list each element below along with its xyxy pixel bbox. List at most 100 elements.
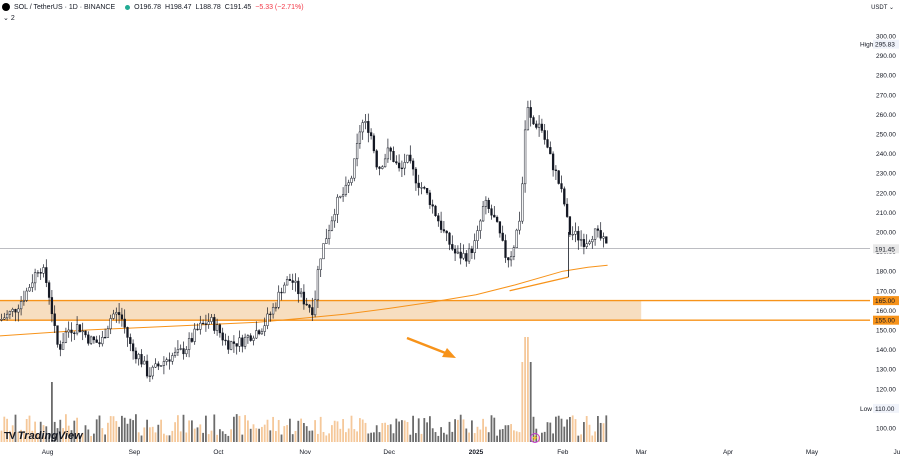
- candle-body: [109, 318, 112, 330]
- volume-bar: [216, 434, 218, 442]
- volume-bar: [3, 416, 6, 442]
- candle-body: [369, 132, 373, 137]
- candle-body: [31, 282, 34, 288]
- volume-bar: [482, 418, 484, 442]
- volume-bar: [182, 414, 185, 442]
- volume-bar: [135, 414, 137, 442]
- volume-bar: [51, 382, 53, 442]
- volume-bar: [65, 414, 67, 442]
- price-tick-label: 230.00: [876, 171, 896, 178]
- candle-body: [479, 220, 482, 231]
- candle-body: [540, 123, 544, 131]
- candle-body: [560, 183, 563, 190]
- candle-body: [92, 336, 96, 341]
- candle-body: [266, 313, 269, 326]
- time-tick-label: Aug: [42, 449, 54, 456]
- volume-bar: [11, 425, 14, 442]
- candle-body: [42, 267, 45, 274]
- volume-bar: [353, 429, 356, 442]
- candle-body: [535, 123, 538, 128]
- volume-bar: [160, 419, 162, 442]
- price-tick-label: 270.00: [876, 92, 896, 99]
- candle-body: [308, 304, 311, 308]
- candle-body: [129, 337, 132, 344]
- candle-body: [582, 239, 586, 247]
- symbol-title[interactable]: SOL / TetherUS · 1D · BINANCE: [14, 3, 116, 11]
- volume-bar: [496, 435, 498, 442]
- volume-bar: [361, 419, 364, 442]
- volume-bar: [210, 430, 213, 442]
- candle-body: [465, 253, 468, 262]
- candle-body: [182, 348, 185, 355]
- currency-selector[interactable]: USDT ⌄: [871, 5, 894, 11]
- candle-body: [117, 312, 121, 316]
- volume-bar: [389, 424, 392, 442]
- candle-body: [305, 303, 308, 306]
- candle-body: [17, 308, 20, 313]
- time-tick-label: Mar: [636, 449, 648, 456]
- volume-bar: [255, 428, 258, 442]
- volume-bar: [585, 416, 588, 442]
- volume-bar: [443, 432, 445, 442]
- candle-body: [218, 324, 222, 334]
- candle-body: [327, 230, 331, 239]
- candle-body: [53, 313, 56, 326]
- candle-body: [255, 330, 258, 339]
- volume-bar: [465, 428, 468, 442]
- volume-bar: [339, 428, 342, 442]
- zone-top-label-bg: [873, 296, 899, 306]
- candle-body: [173, 351, 177, 356]
- candle-body: [445, 230, 448, 234]
- candle-body: [106, 328, 110, 338]
- tradingview-logo[interactable]: TV TradingView: [4, 430, 83, 442]
- candle-body: [232, 341, 236, 344]
- candle-body: [605, 236, 608, 244]
- volume-bar: [440, 427, 442, 442]
- candle-body: [56, 325, 59, 345]
- candle-body: [554, 169, 558, 171]
- candle-body: [235, 343, 238, 347]
- candle-body: [515, 229, 518, 248]
- volume-bar: [188, 420, 190, 442]
- volume-bar: [529, 362, 532, 442]
- candle-body: [406, 154, 409, 163]
- candle-body: [215, 324, 219, 331]
- volume-bar: [541, 432, 543, 442]
- volume-bar: [266, 419, 269, 442]
- arrow-head: [442, 348, 456, 358]
- volume-bar: [563, 426, 566, 442]
- volume-bar: [336, 421, 339, 442]
- volume-bar: [591, 435, 594, 442]
- candle-body: [45, 267, 48, 283]
- candle-body: [159, 365, 163, 367]
- volume-bar: [70, 430, 73, 442]
- flash-icon[interactable]: ⚡: [530, 433, 540, 443]
- low-value-bg: [873, 403, 899, 413]
- volume-bar: [426, 422, 428, 442]
- candle-body: [509, 256, 513, 261]
- candle-body: [593, 228, 597, 240]
- candle-body: [221, 332, 224, 341]
- indicator-count[interactable]: ⌄ 2: [3, 15, 15, 22]
- volume-bar: [252, 424, 255, 442]
- volume-bar: [81, 432, 84, 442]
- support-zone: [0, 299, 870, 321]
- candle-body: [498, 221, 502, 234]
- low-value: L188.78: [195, 3, 221, 11]
- time-tick-label: Apr: [723, 449, 734, 456]
- candle-body: [577, 230, 580, 241]
- candle-body: [193, 328, 196, 342]
- volume-bar: [373, 432, 375, 442]
- candle-body: [537, 123, 541, 128]
- volume-bar: [602, 423, 605, 442]
- candle-body: [470, 248, 474, 253]
- volume-bar: [95, 419, 98, 442]
- candle-body: [154, 363, 157, 368]
- volume-bar: [224, 433, 227, 442]
- volume-bar: [524, 337, 526, 442]
- volume-bar: [594, 431, 596, 442]
- candle-body: [347, 182, 350, 186]
- candle-body: [495, 216, 499, 222]
- volume-bar: [25, 418, 28, 442]
